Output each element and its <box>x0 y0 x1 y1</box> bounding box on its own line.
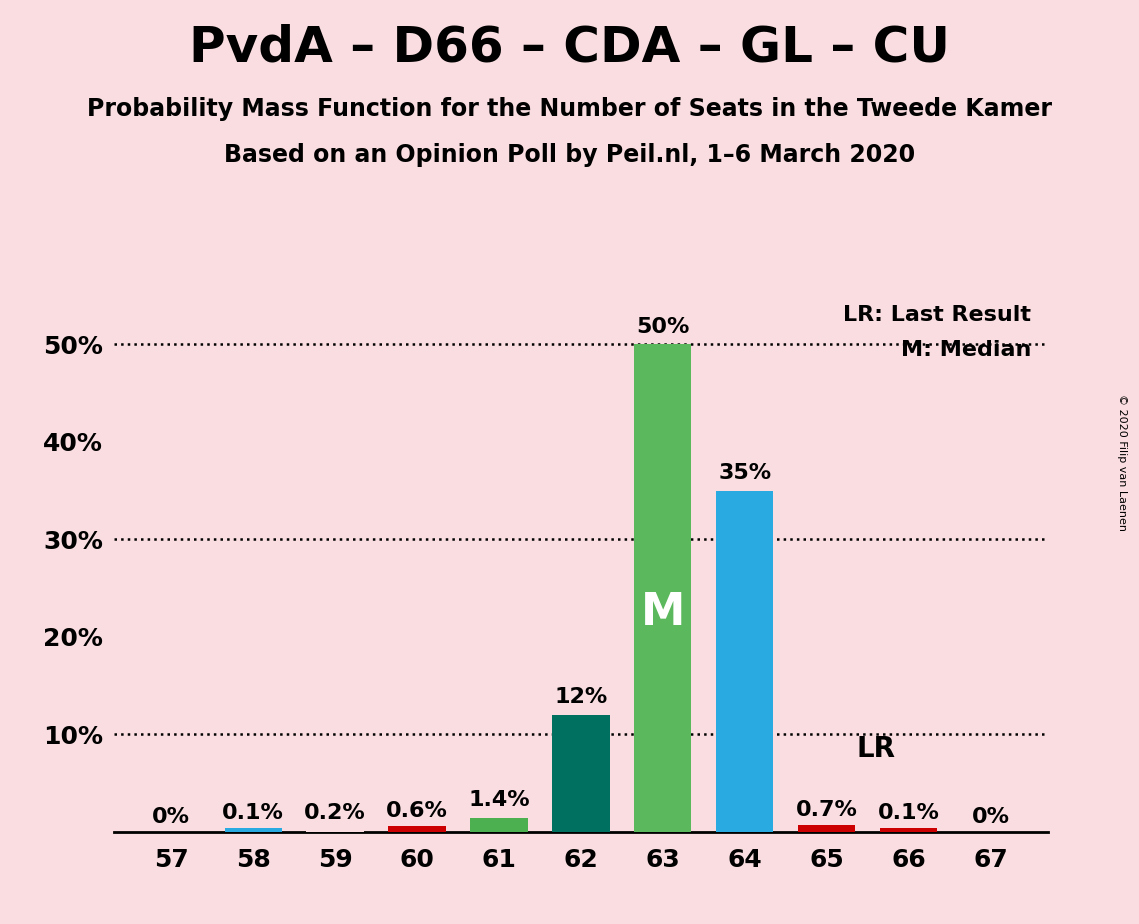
Bar <box>634 345 691 832</box>
Text: 0%: 0% <box>153 807 190 827</box>
Text: 0.7%: 0.7% <box>796 800 858 820</box>
Text: Based on an Opinion Poll by Peil.nl, 1–6 March 2020: Based on an Opinion Poll by Peil.nl, 1–6… <box>224 143 915 167</box>
Text: PvdA – D66 – CDA – GL – CU: PvdA – D66 – CDA – GL – CU <box>189 23 950 71</box>
Bar <box>224 828 281 832</box>
Text: LR: Last Result: LR: Last Result <box>844 306 1032 325</box>
Text: 0.6%: 0.6% <box>386 801 448 821</box>
Text: 0%: 0% <box>972 807 1009 827</box>
Bar <box>306 828 363 832</box>
Bar <box>552 714 609 832</box>
Text: LR: LR <box>857 736 895 763</box>
Text: 35%: 35% <box>719 463 771 482</box>
Bar <box>470 818 527 832</box>
Bar <box>880 828 937 832</box>
Text: 50%: 50% <box>636 317 689 336</box>
Text: 0.1%: 0.1% <box>222 803 284 823</box>
Bar <box>388 826 445 832</box>
Text: 1.4%: 1.4% <box>468 790 530 810</box>
Bar <box>716 491 773 832</box>
Text: © 2020 Filip van Laenen: © 2020 Filip van Laenen <box>1117 394 1126 530</box>
Bar <box>798 825 855 832</box>
Text: M: Median: M: Median <box>901 339 1032 359</box>
Text: 0.1%: 0.1% <box>878 803 940 823</box>
Text: Probability Mass Function for the Number of Seats in the Tweede Kamer: Probability Mass Function for the Number… <box>87 97 1052 121</box>
Text: 12%: 12% <box>555 687 607 707</box>
Text: 0.2%: 0.2% <box>304 803 366 823</box>
Text: M: M <box>640 590 685 634</box>
